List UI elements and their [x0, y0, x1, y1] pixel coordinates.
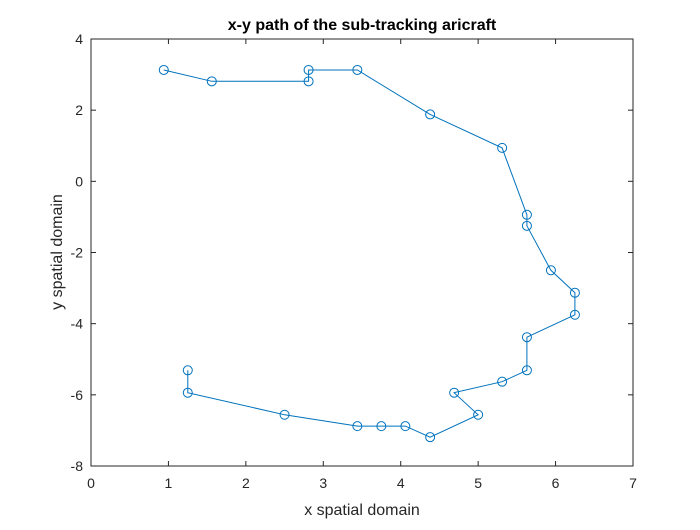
data-point-marker [497, 376, 508, 387]
x-tick-label: 4 [397, 475, 405, 491]
x-tick-label: 5 [474, 475, 482, 491]
x-tick-label: 7 [629, 475, 637, 491]
data-point-marker [545, 265, 556, 276]
data-point-marker [279, 409, 290, 420]
data-point-marker [352, 64, 363, 75]
data-point-marker [569, 287, 580, 298]
data-point-marker [182, 387, 193, 398]
data-point-marker [521, 365, 532, 376]
data-point-marker [425, 109, 436, 120]
x-axis-label: x spatial domain [304, 502, 420, 519]
data-point-marker [400, 421, 411, 432]
data-point-marker [569, 309, 580, 320]
series-layer [158, 64, 580, 443]
data-point-marker [449, 387, 460, 398]
x-tick-label: 3 [319, 475, 327, 491]
x-tick-label: 6 [552, 475, 560, 491]
data-point-marker [352, 421, 363, 432]
y-tick-label: 0 [75, 173, 83, 189]
y-tick-label: -8 [71, 458, 84, 474]
y-tick-label: -6 [71, 387, 84, 403]
y-axis-label: y spatial domain [49, 194, 66, 310]
data-point-marker [303, 76, 314, 87]
y-tick-label: -2 [71, 245, 84, 261]
data-point-marker [206, 76, 217, 87]
data-point-marker [497, 142, 508, 153]
data-point-marker [303, 64, 314, 75]
data-point-marker [521, 220, 532, 231]
data-point-marker [182, 365, 193, 376]
x-tick-label: 2 [242, 475, 250, 491]
data-point-marker [521, 332, 532, 343]
x-tick-label: 0 [87, 475, 95, 491]
tick-layer: 0 1 2 3 4 5 6 7 -8 -6 -4 -2 0 2 4 [71, 31, 638, 491]
y-tick-label: -4 [71, 316, 84, 332]
x-tick-label: 1 [165, 475, 173, 491]
plot-area [91, 39, 633, 466]
chart-title: x-y path of the sub-tracking aricraft [228, 17, 497, 34]
y-tick-label: 2 [75, 102, 83, 118]
data-point-marker [521, 209, 532, 220]
data-point-marker [158, 64, 169, 75]
y-tick-label: 4 [75, 31, 83, 47]
data-point-marker [376, 421, 387, 432]
data-point-marker [473, 409, 484, 420]
series-path-line [163, 69, 576, 438]
data-point-marker [425, 432, 436, 443]
